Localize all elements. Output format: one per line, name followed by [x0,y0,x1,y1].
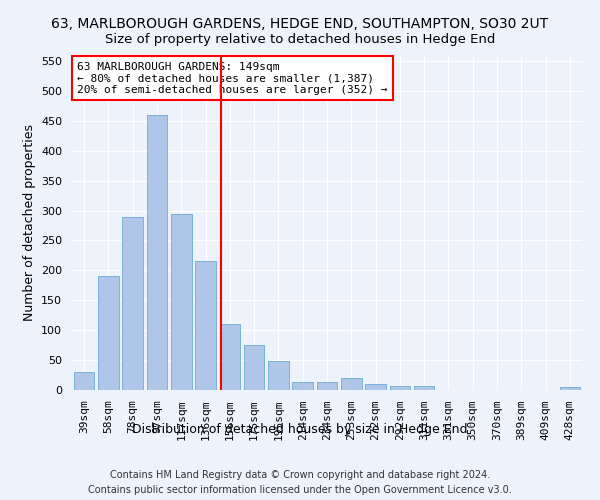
Bar [317,382,337,390]
Text: Contains public sector information licensed under the Open Government Licence v3: Contains public sector information licen… [88,485,512,495]
Bar [146,115,167,390]
Bar [171,214,191,390]
Bar [292,382,313,390]
Bar [389,386,410,390]
Bar [244,345,265,390]
Y-axis label: Number of detached properties: Number of detached properties [23,124,35,321]
Bar [122,216,143,390]
Bar [98,276,119,390]
Text: Contains HM Land Registry data © Crown copyright and database right 2024.: Contains HM Land Registry data © Crown c… [110,470,490,480]
Text: Distribution of detached houses by size in Hedge End: Distribution of detached houses by size … [132,422,468,436]
Bar [414,386,434,390]
Bar [268,362,289,390]
Bar [341,378,362,390]
Bar [195,262,216,390]
Bar [74,372,94,390]
Text: 63, MARLBOROUGH GARDENS, HEDGE END, SOUTHAMPTON, SO30 2UT: 63, MARLBOROUGH GARDENS, HEDGE END, SOUT… [52,18,548,32]
Text: Size of property relative to detached houses in Hedge End: Size of property relative to detached ho… [105,32,495,46]
Bar [365,384,386,390]
Text: 63 MARLBOROUGH GARDENS: 149sqm
← 80% of detached houses are smaller (1,387)
20% : 63 MARLBOROUGH GARDENS: 149sqm ← 80% of … [77,62,388,95]
Bar [220,324,240,390]
Bar [560,387,580,390]
